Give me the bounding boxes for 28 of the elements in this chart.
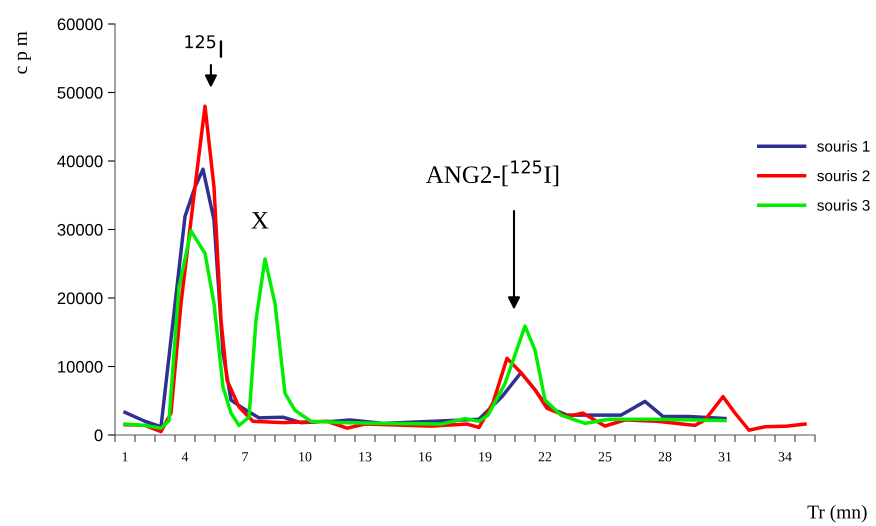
y-tick-label: 20000	[58, 292, 103, 304]
x-tick-label: 4	[182, 452, 188, 462]
x-axis-title: Tr (mn)	[808, 504, 867, 523]
annotation: ANG2-[$^{125}$I]	[426, 160, 558, 186]
legend-label: souris 1	[817, 140, 870, 152]
x-tick-label: 13	[359, 452, 372, 462]
x-tick-label: 34	[778, 452, 792, 462]
y-tick-label: 30000	[57, 224, 103, 236]
x-tick-label: 25	[598, 452, 612, 462]
y-tick-label: 0	[94, 429, 103, 442]
x-tick-label: 22	[538, 452, 552, 462]
annotation: $^{125}$I	[185, 35, 222, 58]
x-tick-label: 10	[299, 452, 312, 462]
x-tick-label: 19	[479, 452, 492, 462]
x-tick-label: 16	[419, 452, 432, 462]
legend-label: souris 2	[817, 170, 870, 182]
x-tick-label: 28	[658, 452, 672, 462]
y-axis-title: c p m	[18, 31, 31, 74]
x-tick-label: 7	[242, 452, 248, 462]
y-tick-label: 10000	[58, 360, 103, 373]
legend-label: souris 3	[817, 200, 870, 211]
x-tick-label: 31	[718, 452, 732, 462]
annotation: X	[251, 212, 268, 229]
x-tick-label: 1	[122, 452, 128, 462]
y-tick-label: 60000	[58, 18, 103, 30]
line-series	[123, 229, 727, 430]
y-tick-label: 40000	[57, 155, 103, 168]
y-tick-label: 50000	[58, 86, 103, 99]
